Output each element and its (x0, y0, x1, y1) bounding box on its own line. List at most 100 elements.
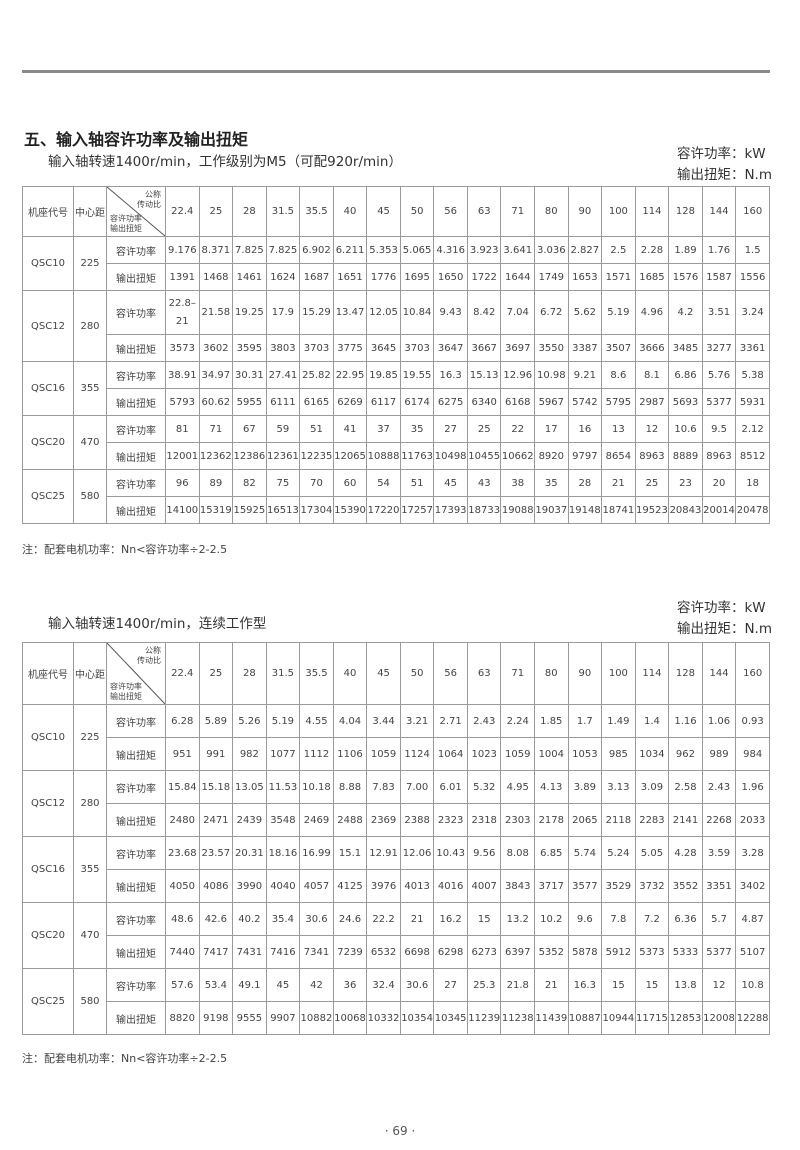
torque-value: 3843 (500, 869, 536, 903)
power-value: 51 (299, 415, 334, 443)
power-value: 53.4 (198, 968, 234, 1002)
torque-value: 4057 (299, 869, 334, 903)
frame-code: QSC16 (22, 836, 74, 903)
power-value: 60 (332, 469, 368, 497)
torque-value: 10455 (466, 442, 502, 470)
torque-value: 5931 (735, 388, 770, 416)
power-value: 2.24 (500, 704, 536, 738)
ratio-header: 71 (500, 186, 536, 237)
power-value: 42 (299, 968, 334, 1002)
torque-value: 5955 (232, 388, 267, 416)
power-value: 16 (567, 415, 603, 443)
torque-value: 1650 (433, 263, 468, 291)
power-value: 8.371 (198, 236, 234, 264)
power-value: 7.825 (232, 236, 267, 264)
center-distance: 280 (73, 290, 107, 362)
torque-value: 989 (701, 737, 737, 771)
power-unit: 容许功率：kW (676, 600, 766, 616)
torque-value: 2488 (332, 803, 368, 837)
power-value: 2.827 (567, 236, 603, 264)
torque-value: 3577 (567, 869, 603, 903)
torque-value: 3667 (466, 334, 502, 362)
torque-value: 10345 (433, 1001, 468, 1035)
power-value: 6.85 (534, 836, 569, 870)
torque-value: 6275 (433, 388, 468, 416)
table1-note: 注：配套电机功率：Nn<容许功率÷2-2.5 (22, 543, 228, 556)
torque-value: 1023 (466, 737, 502, 771)
power-value: 6.72 (534, 290, 569, 335)
power-value: 30.6 (299, 902, 334, 936)
torque-value: 12853 (668, 1001, 703, 1035)
power-value: 6.902 (299, 236, 334, 264)
torque-value: 1112 (299, 737, 334, 771)
power-value: 9.56 (466, 836, 502, 870)
power-row: QSC25 580 容许功率 57.6 53.4 49.1 45 42 36 32.4 30.6 27… (22, 968, 770, 1035)
center-distance: 280 (73, 770, 107, 837)
torque-label: 输出扭矩 (106, 496, 166, 524)
torque-value: 18733 (466, 496, 502, 524)
power-value: 7.83 (366, 770, 401, 804)
power-value: 12.06 (399, 836, 435, 870)
power-value: 3.89 (567, 770, 603, 804)
power-value: 3.59 (701, 836, 737, 870)
torque-value: 5912 (601, 935, 636, 969)
torque-label: 输出扭矩 (106, 1001, 166, 1035)
torque-value: 2303 (500, 803, 536, 837)
torque-value: 1687 (299, 263, 334, 291)
center-distance: 580 (73, 469, 107, 524)
torque-label: 输出扭矩 (106, 388, 166, 416)
power-value: 10.2 (534, 902, 569, 936)
torque-value: 8654 (601, 442, 636, 470)
header-row: 机座代号 中心距 公称 传动比 容许功率 输出扭矩 22.4 25 28 31.5 35.5 40… (22, 186, 770, 237)
power-value: 25 (466, 415, 502, 443)
torque-value: 1644 (500, 263, 536, 291)
power-value: 6.86 (668, 361, 703, 389)
ratio-header: 40 (332, 642, 368, 705)
torque-value: 5373 (634, 935, 670, 969)
torque-value: 1461 (232, 263, 267, 291)
frame-header: 机座代号 (22, 186, 74, 237)
torque-value: 60.62 (198, 388, 234, 416)
power-value: 4.87 (735, 902, 770, 936)
power-value: 4.04 (332, 704, 368, 738)
torque-row: 输出扭矩 5793 60.62 5955 6111 6165 6269 6117 6174 627… (23, 388, 770, 416)
torque-value: 1106 (332, 737, 368, 771)
power-value: 13.2 (500, 902, 536, 936)
power-value: 5.32 (466, 770, 502, 804)
torque-value: 1587 (701, 263, 737, 291)
torque-value: 11715 (634, 1001, 670, 1035)
power-value: 81 (165, 415, 200, 443)
power-value: 42.6 (198, 902, 234, 936)
ratio-header: 50 (399, 186, 435, 237)
center-distance: 355 (73, 836, 107, 903)
frame-code: QSC16 (22, 361, 74, 416)
torque-value: 4050 (165, 869, 200, 903)
power-value: 3.44 (366, 704, 401, 738)
power-label: 容许功率 (106, 236, 166, 264)
torque-row: 输出扭矩 4050 4086 3990 4040 4057 4125 3976 4013 4016… (23, 869, 770, 903)
torque-value: 1391 (165, 263, 200, 291)
power-value: 4.13 (534, 770, 569, 804)
value-axis-label: 容许功率 输出扭矩 (110, 682, 142, 701)
power-value: 8.88 (332, 770, 368, 804)
torque-value: 3717 (534, 869, 569, 903)
torque-value: 4086 (198, 869, 234, 903)
torque-value: 2323 (433, 803, 468, 837)
torque-row: 输出扭矩 1391 1468 1461 1624 1687 1651 1776 1695 1650… (23, 263, 770, 291)
torque-row: 输出扭矩 3573 3602 3595 3803 3703 3775 3645 3703 3647… (23, 334, 770, 362)
torque-row: 输出扭矩 951 991 982 1077 1112 1106 1059 1124 1064 102… (23, 737, 770, 771)
torque-value: 12288 (735, 1001, 770, 1035)
ratio-header: 40 (332, 186, 368, 237)
power-value: 25 (634, 469, 670, 497)
power-label: 容许功率 (106, 902, 166, 936)
power-value: 1.85 (534, 704, 569, 738)
power-row: QSC20 470 容许功率 48.6 42.6 40.2 35.4 30.6 24.6 22.2… (22, 902, 770, 969)
torque-value: 1685 (634, 263, 670, 291)
torque-value: 7417 (198, 935, 234, 969)
ratio-header: 114 (634, 642, 670, 705)
torque-label: 输出扭矩 (106, 334, 166, 362)
torque-value: 6698 (399, 935, 435, 969)
power-value: 1.5 (735, 236, 770, 264)
power-value: 3.24 (735, 290, 770, 335)
power-value: 67 (232, 415, 267, 443)
